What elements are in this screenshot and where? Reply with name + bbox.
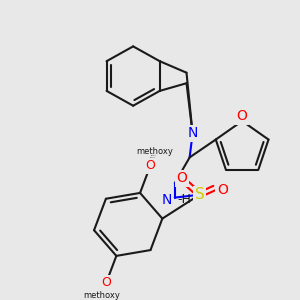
Text: O: O <box>101 276 111 290</box>
Text: methoxy: methoxy <box>83 291 120 300</box>
Text: N: N <box>162 193 172 206</box>
Text: S: S <box>195 187 204 202</box>
Text: methoxy: methoxy <box>136 147 173 156</box>
Text: -H: -H <box>178 193 192 206</box>
Text: O: O <box>145 159 155 172</box>
Text: N: N <box>188 127 198 140</box>
Text: O: O <box>217 183 228 197</box>
Text: O: O <box>237 109 248 123</box>
Text: O: O <box>176 172 187 185</box>
Text: methoxy: methoxy <box>151 154 158 156</box>
Text: methoxy: methoxy <box>150 157 156 158</box>
